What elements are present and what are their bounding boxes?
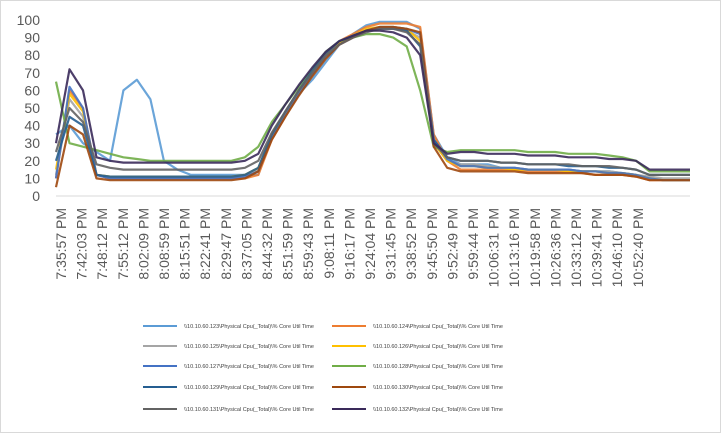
x-tick-label: 10:52:40 PM xyxy=(630,208,646,287)
y-tick-label: 20 xyxy=(24,153,40,169)
legend-label-2: \\10.10.60.124\Physical Cpu(_Total)\% Co… xyxy=(373,324,503,330)
x-tick-label: 8:22:41 PM xyxy=(197,208,213,280)
x-tick-label: 9:16:17 PM xyxy=(341,208,357,280)
legend-label-7: \\10.10.60.129\Physical Cpu(_Total)\% Co… xyxy=(184,385,314,391)
x-tick-label: 10:46:10 PM xyxy=(609,208,625,287)
x-tick-label: 9:31:45 PM xyxy=(383,208,399,280)
y-tick-label: 30 xyxy=(24,135,40,151)
legend: \\10.10.60.123\Physical Cpu(_Total)\% Co… xyxy=(143,324,503,413)
x-tick-label: 8:37:05 PM xyxy=(238,208,254,280)
y-tick-label: 90 xyxy=(24,30,40,46)
y-tick-label: 10 xyxy=(24,170,40,186)
x-tick-label: 8:51:59 PM xyxy=(280,208,296,280)
legend-label-3: \\10.10.60.125\Physical Cpu(_Total)\% Co… xyxy=(184,344,314,350)
y-tick-label: 0 xyxy=(32,188,40,204)
x-tick-label: 9:08:11 PM xyxy=(321,208,337,279)
x-tick-label: 8:44:32 PM xyxy=(259,208,275,280)
x-tick-label: 9:24:04 PM xyxy=(362,208,378,280)
x-tick-label: 8:29:47 PM xyxy=(218,208,234,280)
legend-label-1: \\10.10.60.123\Physical Cpu(_Total)\% Co… xyxy=(184,324,314,330)
y-tick-label: 60 xyxy=(24,82,40,98)
x-tick-label: 8:08:59 PM xyxy=(156,208,172,280)
x-tick-label: 7:42:03 PM xyxy=(74,208,90,280)
x-tick-label: 10:33:12 PM xyxy=(568,208,584,287)
legend-label-10: \\10.10.60.132\Physical Cpu(_Total)\% Co… xyxy=(373,407,503,413)
y-tick-label: 50 xyxy=(24,100,40,116)
x-tick-label: 10:19:58 PM xyxy=(527,208,543,287)
x-tick-label: 10:06:31 PM xyxy=(486,208,502,287)
legend-label-4: \\10.10.60.126\Physical Cpu(_Total)\% Co… xyxy=(373,344,503,350)
x-tick-label: 8:59:43 PM xyxy=(300,208,316,280)
x-tick-label: 10:13:16 PM xyxy=(506,208,522,287)
series-line-10 xyxy=(54,29,690,171)
x-tick-label: 9:38:52 PM xyxy=(403,208,419,280)
y-tick-label: 100 xyxy=(17,12,41,28)
legend-label-9: \\10.10.60.131\Physical Cpu(_Total)\% Co… xyxy=(184,407,314,413)
x-tick-label: 7:35:57 PM xyxy=(53,208,69,280)
x-tick-label: 8:02:09 PM xyxy=(135,208,151,280)
x-tick-label: 10:39:41 PM xyxy=(589,208,605,287)
x-tick-label: 7:55:12 PM xyxy=(115,208,131,280)
x-tick-label: 9:45:50 PM xyxy=(424,208,440,280)
legend-label-8: \\10.10.60.130\Physical Cpu(_Total)\% Co… xyxy=(373,385,503,391)
y-tick-label: 40 xyxy=(24,118,40,134)
series-line-6 xyxy=(54,32,690,173)
series-line-8 xyxy=(54,25,690,188)
legend-label-5: \\10.10.60.127\Physical Cpu(_Total)\% Co… xyxy=(184,364,314,370)
x-tick-label: 10:26:36 PM xyxy=(547,208,563,287)
x-tick-label: 9:59:44 PM xyxy=(465,208,481,280)
x-tick-label: 7:48:12 PM xyxy=(94,208,110,280)
x-tick-label: 9:52:49 PM xyxy=(444,208,460,280)
y-tick-label: 80 xyxy=(24,47,40,63)
legend-label-6: \\10.10.60.128\Physical Cpu(_Total)\% Co… xyxy=(373,364,503,370)
x-tick-label: 8:15:51 PM xyxy=(177,208,193,280)
y-tick-label: 70 xyxy=(24,65,40,81)
x-axis-ticks: 7:35:57 PM 7:42:03 PM 7:48:12 PM 7:55:12 PM… xyxy=(53,208,646,287)
series-lines xyxy=(54,20,690,188)
